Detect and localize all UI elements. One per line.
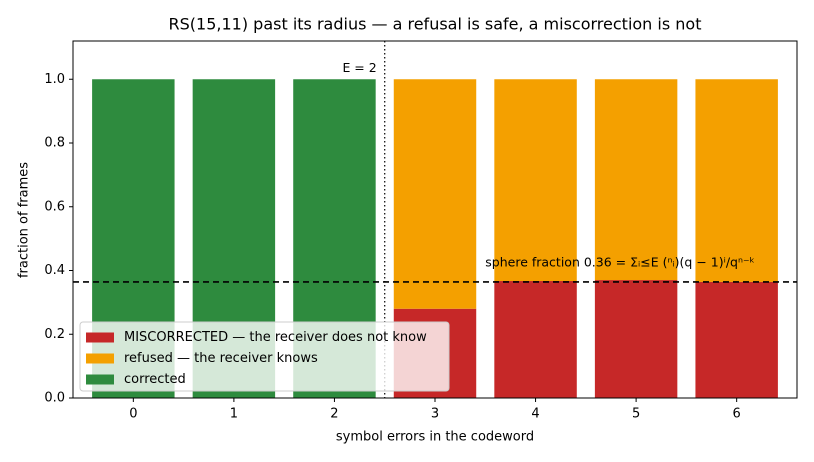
legend-swatch [86,332,114,343]
bar-segment [594,280,678,398]
legend-swatch [86,374,114,385]
y-tick-label: 0.2 [44,327,65,342]
bar-segment [494,79,577,282]
bar-segment [494,281,577,398]
x-axis-label: symbol errors in the codeword [336,430,534,445]
x-tick-label: 2 [330,407,338,422]
legend-label: MISCORRECTED — the receiver does not kno… [124,330,427,345]
x-tick-label: 3 [431,407,439,422]
legend-label: refused — the receiver knows [124,351,318,366]
x-tick-label: 6 [733,407,741,422]
legend-box [79,321,450,392]
legend: MISCORRECTED — the receiver does not kno… [79,321,450,392]
bar-segment [594,79,678,281]
x-tick-label: 4 [531,407,539,422]
x-tick-label: 0 [129,407,137,422]
y-tick-label: 0.8 [44,136,65,151]
bar-segment [393,79,477,309]
x-tick-label: 1 [230,407,238,422]
x-tick-label: 5 [632,407,640,422]
y-tick-label: 0.0 [44,391,65,406]
y-axis-label: fraction of frames [17,162,32,278]
legend-label: corrected [124,372,186,387]
y-tick-label: 0.6 [44,199,65,214]
radius-label: E = 2 [342,60,376,75]
y-tick-label: 1.0 [44,72,65,87]
legend-swatch [86,353,114,364]
chart-title: RS(15,11) past its radius — a refusal is… [169,15,702,34]
bar-segment [695,79,778,282]
bar-segment [695,281,778,398]
y-tick-label: 0.4 [44,263,65,278]
reference-label: sphere fraction 0.36 = Σᵢ≤E (ⁿᵢ)(q − 1)ⁱ… [485,254,755,269]
